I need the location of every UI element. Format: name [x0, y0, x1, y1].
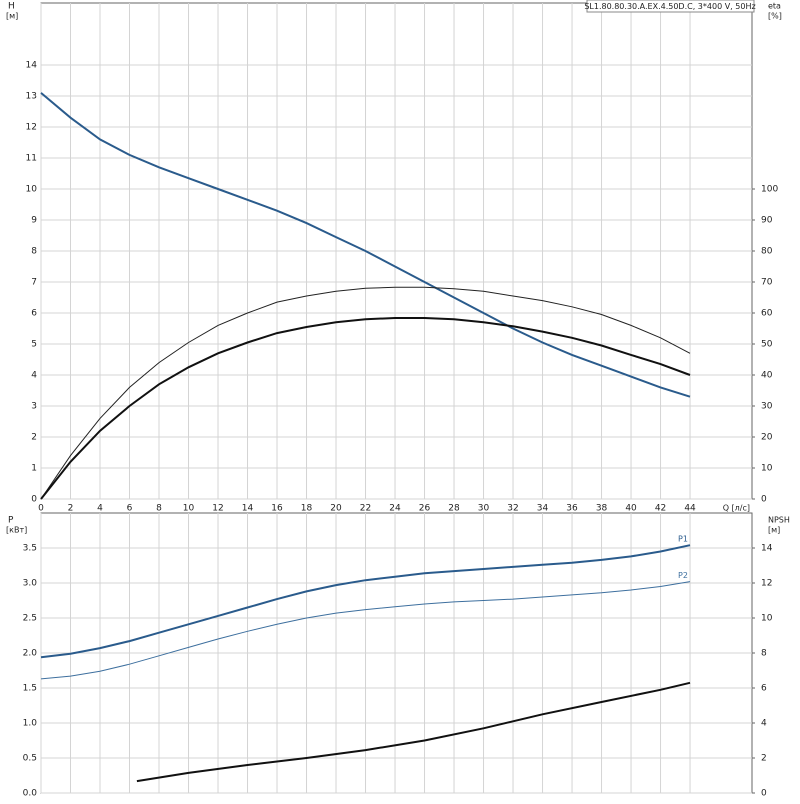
- y-tick-label: 0.5: [23, 754, 37, 764]
- y-tick-label: 3.0: [23, 579, 38, 589]
- y-tick-label: 6: [31, 309, 37, 319]
- x-tick-label: 40: [625, 504, 637, 514]
- x-tick-label: 26: [419, 504, 431, 514]
- y2-tick-label: 40: [761, 371, 773, 381]
- y-tick-label: 0.0: [23, 789, 38, 799]
- x-tick-label: 22: [360, 504, 371, 514]
- y2-tick-label: 4: [761, 719, 767, 729]
- y-axis-label: H: [8, 2, 15, 12]
- y-tick-label: 9: [31, 216, 37, 226]
- y-tick-label: 0: [31, 495, 37, 505]
- y2-tick-label: 12: [761, 579, 772, 589]
- y2-axis-unit: [%]: [768, 12, 782, 21]
- x-tick-label: 32: [507, 504, 518, 514]
- x-tick-label: 34: [537, 504, 549, 514]
- y2-axis-unit: [м]: [768, 526, 780, 535]
- x-tick-label: 4: [97, 504, 103, 514]
- y-tick-label: 2.0: [23, 649, 38, 659]
- y2-axis-label: NPSH: [768, 516, 790, 525]
- y-tick-label: 10: [26, 185, 38, 195]
- x-tick-label: 0: [38, 504, 44, 514]
- y-axis-unit: [м]: [6, 12, 18, 21]
- y-tick-label: 13: [26, 92, 37, 102]
- y-tick-label: 12: [26, 123, 37, 133]
- y2-tick-label: 100: [761, 185, 778, 195]
- x-tick-label: 10: [183, 504, 195, 514]
- chart-title: SL1.80.80.30.A.EX.4.50D.C, 3*400 V, 50Hz: [584, 2, 755, 11]
- y2-tick-label: 2: [761, 754, 767, 764]
- x-tick-label: 38: [596, 504, 608, 514]
- y2-tick-label: 80: [761, 247, 773, 257]
- y2-tick-label: 0: [761, 495, 767, 505]
- x-axis-label: Q [л/с]: [723, 504, 750, 513]
- x-tick-label: 30: [478, 504, 490, 514]
- x-tick-label: 8: [156, 504, 162, 514]
- y-tick-label: 1.5: [23, 684, 37, 694]
- y2-tick-label: 50: [761, 340, 773, 350]
- y-tick-label: 14: [26, 61, 38, 71]
- x-tick-label: 28: [448, 504, 460, 514]
- y-tick-label: 5: [31, 340, 37, 350]
- x-tick-label: 16: [271, 504, 283, 514]
- curve: [40, 286, 691, 500]
- y-tick-label: 1: [31, 464, 37, 474]
- y2-tick-label: 30: [761, 402, 773, 412]
- y-tick-label: 1.0: [23, 719, 38, 729]
- x-tick-label: 12: [212, 504, 223, 514]
- y2-tick-label: 0: [761, 789, 767, 799]
- x-tick-label: 18: [301, 504, 313, 514]
- y-tick-label: 2: [31, 433, 37, 443]
- title-box: [586, 0, 755, 13]
- x-tick-label: 2: [68, 504, 74, 514]
- y-tick-label: 7: [31, 278, 37, 288]
- y-tick-label: 11: [26, 154, 37, 164]
- x-tick-label: 20: [330, 504, 342, 514]
- curve: [136, 681, 691, 783]
- y2-tick-label: 70: [761, 278, 773, 288]
- y2-tick-label: 60: [761, 309, 773, 319]
- y-tick-label: 3: [31, 402, 37, 412]
- y-tick-label: 3.5: [23, 544, 37, 554]
- x-tick-label: 14: [242, 504, 254, 514]
- x-tick-label: 42: [655, 504, 666, 514]
- y-tick-label: 2.5: [23, 614, 37, 624]
- curve-label: P2: [678, 571, 688, 580]
- y-axis-label: P: [8, 516, 14, 526]
- y2-tick-label: 10: [761, 464, 773, 474]
- y2-axis-label: eta: [768, 2, 781, 11]
- y2-tick-label: 6: [761, 684, 767, 694]
- x-tick-label: 36: [566, 504, 578, 514]
- y2-tick-label: 8: [761, 649, 767, 659]
- y2-tick-label: 10: [761, 614, 773, 624]
- y-tick-label: 8: [31, 247, 37, 257]
- curve-label: P1: [678, 535, 688, 544]
- y-axis-unit: [кВт]: [6, 526, 27, 535]
- curve: [40, 581, 691, 680]
- x-tick-label: 24: [389, 504, 401, 514]
- x-tick-label: 44: [684, 504, 696, 514]
- y2-tick-label: 90: [761, 216, 773, 226]
- y2-tick-label: 20: [761, 433, 773, 443]
- curve: [40, 317, 691, 500]
- curve: [40, 544, 691, 659]
- curve: [40, 92, 691, 398]
- x-tick-label: 6: [127, 504, 133, 514]
- y2-tick-label: 14: [761, 544, 773, 554]
- y-tick-label: 4: [31, 371, 37, 381]
